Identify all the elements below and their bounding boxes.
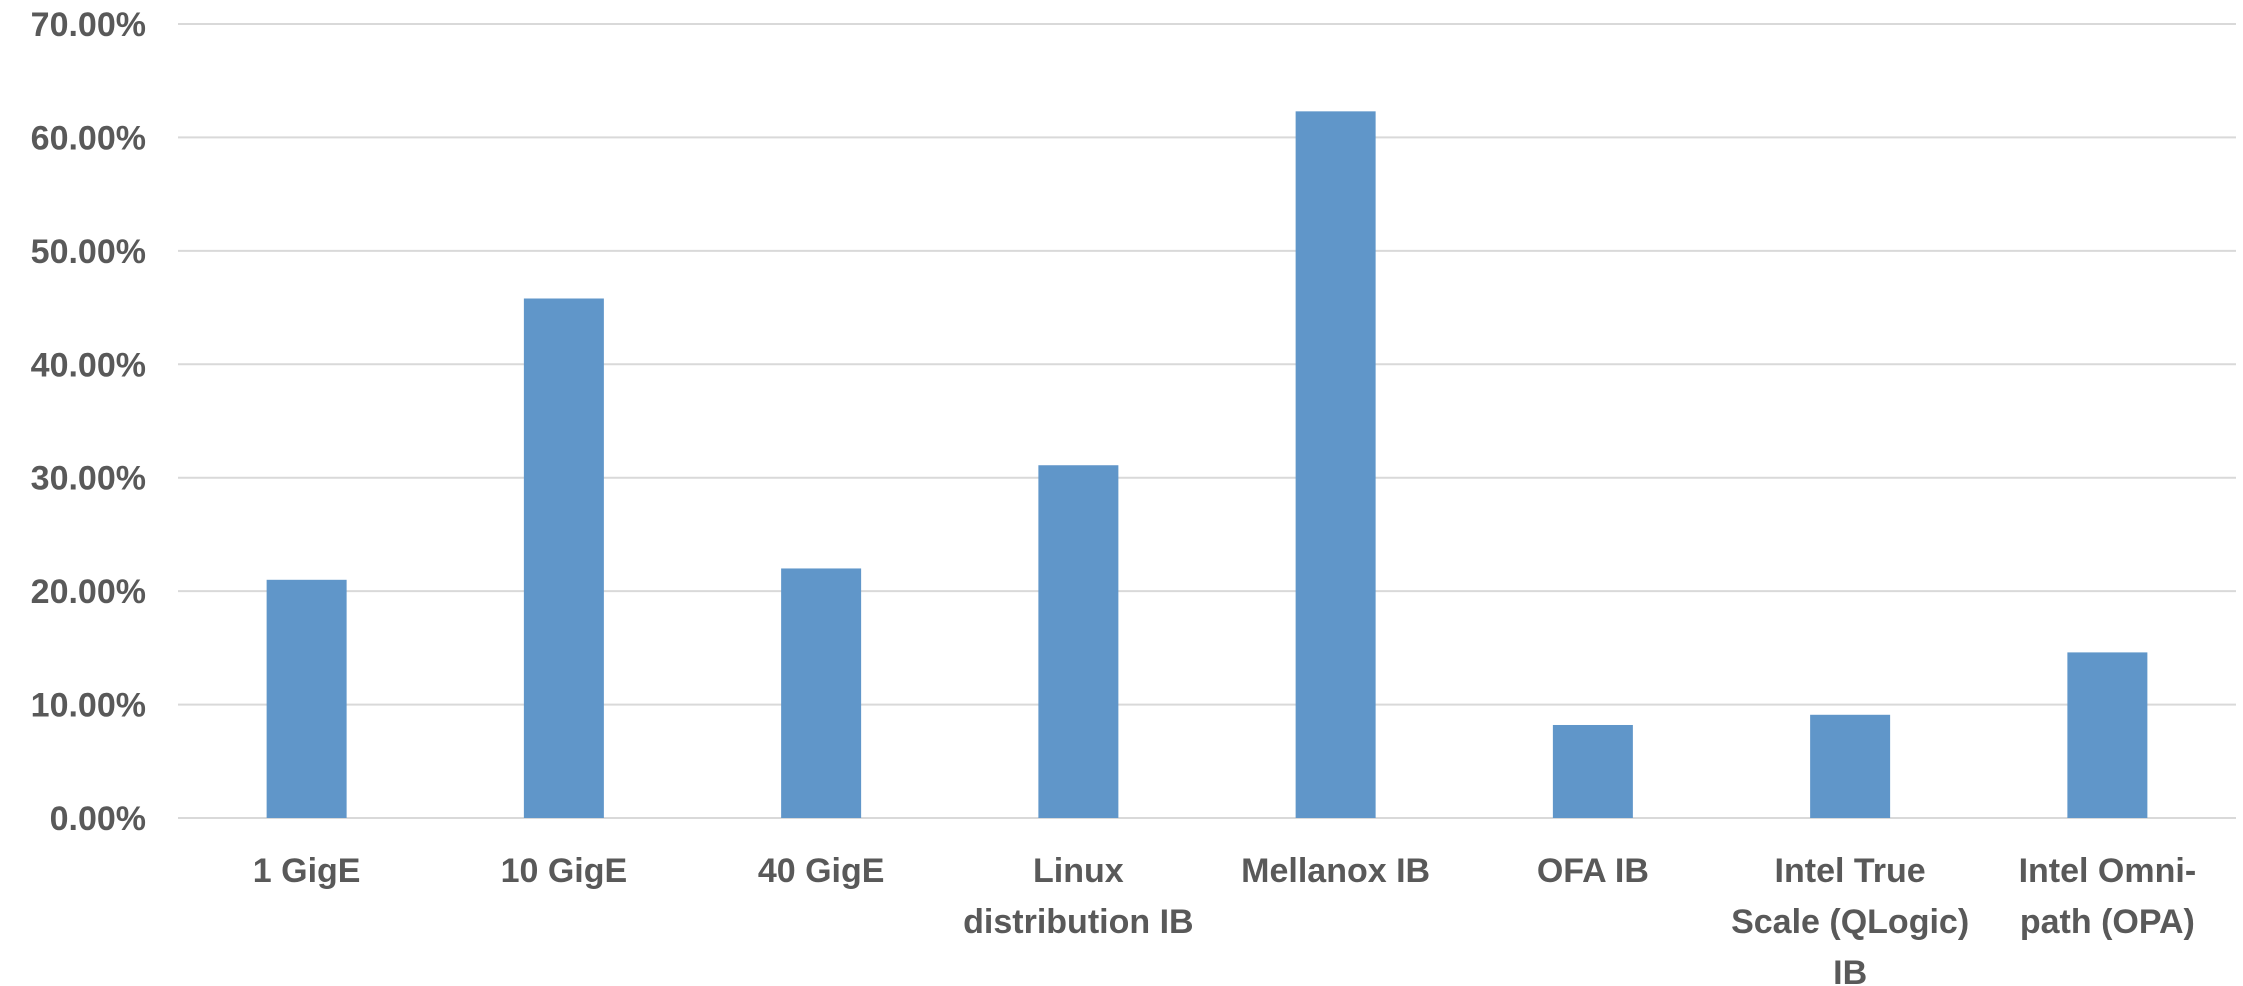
x-category-label: 40 GigE <box>758 852 885 890</box>
bar <box>1552 724 1633 818</box>
x-category-label-line: 1 GigE <box>253 852 361 890</box>
x-category-label-line: 40 GigE <box>758 852 885 890</box>
x-category-label: 10 GigE <box>501 852 628 890</box>
x-axis-category-labels: 1 GigE 10 GigE 40 GigE Linux distribution IB… <box>253 852 2196 986</box>
x-category-label-line: Mellanox IB <box>1241 852 1430 890</box>
x-category-label-line: IB <box>1833 954 1867 986</box>
bar <box>1038 465 1119 818</box>
y-tick-label: 20.00% <box>31 573 146 611</box>
y-tick-label: 70.00% <box>31 6 146 44</box>
gridlines <box>178 23 2236 819</box>
bar <box>781 568 862 818</box>
bar <box>266 579 347 818</box>
y-tick-label: 30.00% <box>31 460 146 498</box>
x-category-label-line: path (OPA) <box>2020 903 2195 941</box>
y-tick-label: 0.00% <box>50 800 146 838</box>
y-tick-label: 50.00% <box>31 233 146 271</box>
x-category-label-line: distribution IB <box>963 903 1193 941</box>
x-category-label-line: Intel True <box>1775 852 1926 890</box>
x-category-label: Intel Omni-path (OPA) <box>2019 852 2197 941</box>
bar <box>2067 652 2148 818</box>
x-category-label-line: OFA IB <box>1537 852 1649 890</box>
bar <box>523 298 604 818</box>
x-category-label: 1 GigE <box>253 852 361 890</box>
x-category-label: OFA IB <box>1537 852 1649 890</box>
x-category-label: Mellanox IB <box>1241 852 1430 890</box>
bars <box>266 111 2148 819</box>
bar <box>1295 111 1376 819</box>
y-tick-label: 40.00% <box>31 346 146 384</box>
bar <box>1810 714 1891 818</box>
x-category-label-line: Intel Omni- <box>2019 852 2197 890</box>
x-category-label-line: Linux <box>1033 852 1124 890</box>
x-category-label-line: 10 GigE <box>501 852 628 890</box>
y-tick-label: 10.00% <box>31 687 146 725</box>
x-category-label: Linux distribution IB <box>963 852 1193 941</box>
y-axis-tick-labels: 0.00% 10.00% 20.00% 30.00% 40.00% 50.00% 60.00… <box>31 6 146 838</box>
x-category-label-line: Scale (QLogic) <box>1731 903 1969 941</box>
x-category-label: Intel True Scale (QLogic) IB <box>1731 852 1969 986</box>
y-tick-label: 60.00% <box>31 119 146 157</box>
